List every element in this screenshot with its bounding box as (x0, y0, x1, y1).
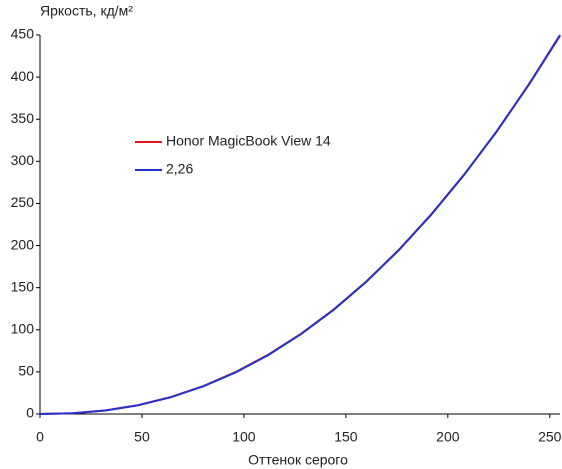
y-tick-label: 50 (18, 363, 34, 379)
legend-label: Honor MagicBook View 14 (166, 133, 331, 149)
y-tick-label: 350 (11, 110, 35, 126)
x-axis-label: Оттенок серого (248, 452, 348, 468)
y-tick-label: 450 (11, 26, 35, 42)
y-tick-label: 100 (11, 320, 35, 336)
x-tick-label: 100 (232, 429, 256, 445)
y-tick-label: 0 (26, 405, 34, 421)
x-tick-label: 250 (538, 429, 562, 445)
y-tick-label: 300 (11, 152, 35, 168)
series-line (39, 35, 561, 415)
legend-label: 2,26 (166, 161, 193, 177)
series-line (39, 34, 561, 415)
y-tick-label: 250 (11, 194, 35, 210)
y-axis-label: Яркость, кд/м² (40, 3, 133, 19)
y-tick-label: 200 (11, 236, 35, 252)
x-tick-label: 50 (134, 429, 150, 445)
y-tick-label: 400 (11, 68, 35, 84)
y-tick-label: 150 (11, 278, 35, 294)
x-tick-label: 200 (436, 429, 460, 445)
x-tick-label: 150 (334, 429, 358, 445)
x-tick-label: 0 (36, 429, 44, 445)
